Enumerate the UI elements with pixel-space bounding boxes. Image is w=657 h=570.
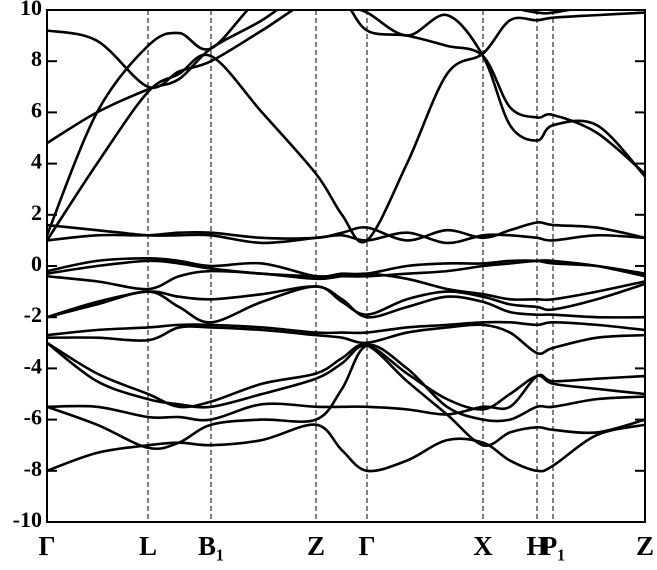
x-tick-label: B₁ bbox=[198, 531, 224, 561]
band bbox=[47, 10, 645, 175]
y-tick-label: -6 bbox=[24, 405, 42, 430]
band bbox=[47, 341, 645, 447]
band bbox=[47, 320, 645, 337]
band bbox=[47, 341, 645, 411]
grid bbox=[46, 10, 646, 522]
x-tick-label: X bbox=[473, 531, 493, 561]
band bbox=[47, 285, 645, 319]
x-tick-label: L bbox=[139, 531, 157, 561]
band bbox=[47, 10, 645, 178]
band bbox=[47, 10, 576, 236]
y-tick-label: -2 bbox=[24, 302, 42, 327]
y-tick-label: -8 bbox=[24, 456, 42, 481]
x-tick-label: Z bbox=[636, 531, 654, 561]
y-tick-label: -10 bbox=[13, 507, 42, 532]
band bbox=[47, 423, 645, 473]
x-tick-label: Z bbox=[307, 531, 325, 561]
y-tick-label: 0 bbox=[31, 251, 42, 276]
band bbox=[47, 223, 645, 245]
band bbox=[47, 257, 645, 278]
bands bbox=[47, 10, 645, 473]
x-tick-label: P₁ bbox=[541, 531, 566, 561]
y-tick-label: 8 bbox=[31, 46, 42, 71]
y-tick-label: 10 bbox=[20, 0, 42, 20]
y-tick-label: -4 bbox=[24, 353, 42, 378]
band bbox=[47, 282, 645, 324]
x-tick-label: Γ bbox=[38, 531, 55, 561]
band bbox=[47, 11, 645, 244]
band bbox=[47, 373, 645, 422]
y-tick-label: 2 bbox=[31, 200, 42, 225]
band bbox=[47, 323, 645, 355]
labels: -10 -8 -6 -4 -2 0 2 4 6 8 10 Γ L B₁ Z Γ X HP₁ Z bbox=[13, 0, 654, 561]
frame bbox=[46, 9, 646, 523]
band bbox=[47, 221, 645, 242]
x-tick-label: H bbox=[526, 531, 547, 561]
x-tick-label: Γ bbox=[358, 531, 375, 561]
y-tick-label: 6 bbox=[31, 97, 42, 122]
y-tick-label: 4 bbox=[31, 149, 42, 174]
